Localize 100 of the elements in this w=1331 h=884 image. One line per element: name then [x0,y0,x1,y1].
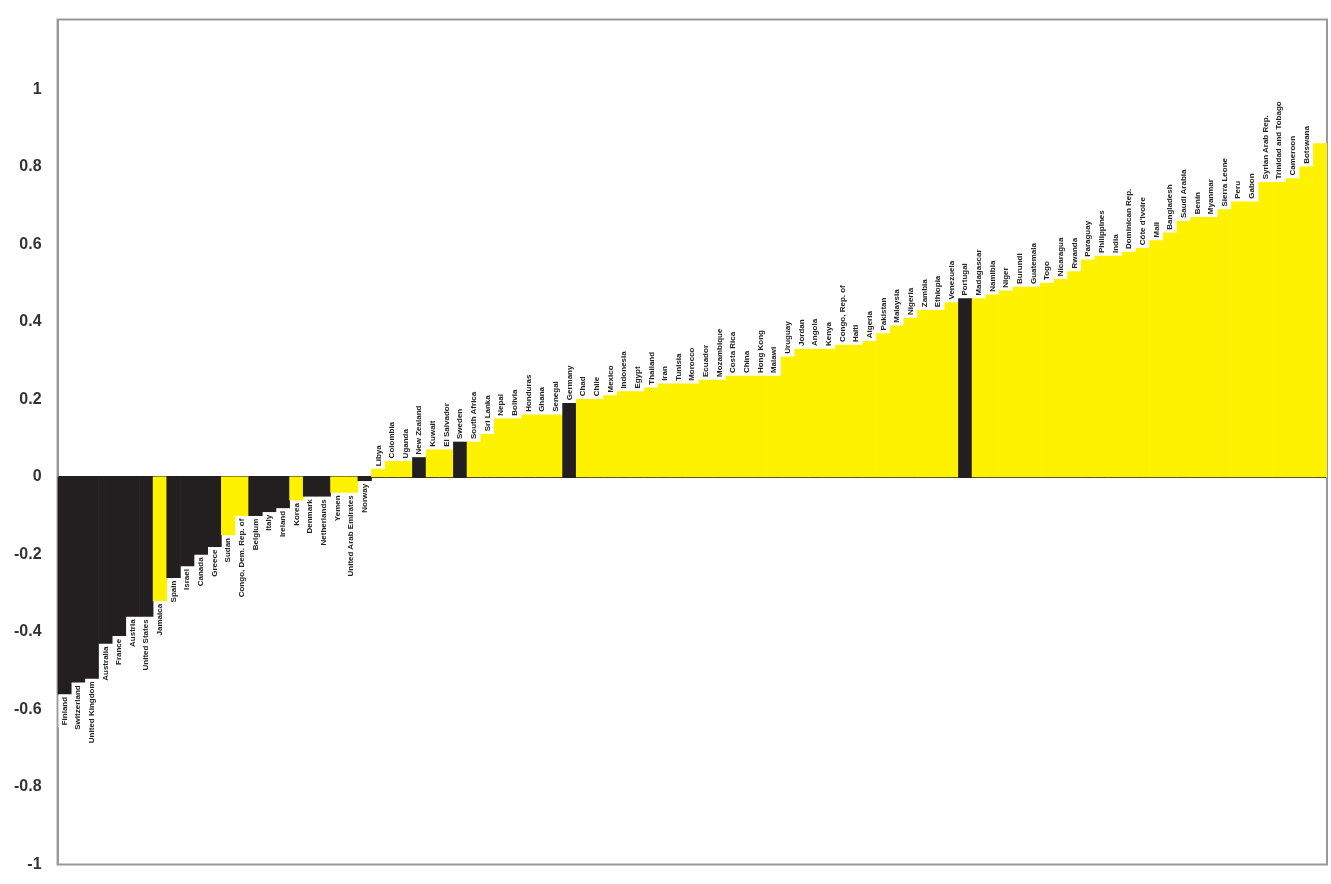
x-tick-label: Zambia [919,278,929,308]
x-tick-label: Malaysia [892,288,902,323]
x-tick-label: Canada [196,556,206,587]
x-tick-label: Philippines [1096,209,1106,253]
x-tick-label: Yemen [332,495,342,522]
x-tick-label: Dominican Rep. [1124,188,1134,250]
y-tick-label: 0.8 [19,157,42,175]
x-tick-label: Ireland [277,510,287,538]
x-tick-label: Switzerland [73,685,83,730]
y-tick-label: 0 [32,467,42,485]
x-tick-label: El Salvador [441,403,451,447]
x-tick-label: Bangladesh [1165,184,1175,230]
x-tick-label: United States [141,618,151,671]
x-tick-label: Kenya [823,321,833,346]
x-tick-label: Ecuador [701,344,711,377]
y-tick-label: -1 [27,854,42,872]
x-tick-label: Angola [810,318,820,346]
x-tick-label: Rwanda [1069,237,1079,269]
x-tick-label: Peru [1233,180,1243,199]
x-tick-label: Trinidad and Tobago [1274,101,1284,180]
y-tick-label: 0.4 [19,312,42,330]
x-tick-label: Saudi Arabia [1178,168,1188,219]
x-tick-label: Namibia [987,260,997,292]
x-tick-label: Togo [1042,261,1052,281]
x-tick-label: Haiti [851,324,861,343]
x-tick-label: Jordan [796,319,806,346]
y-tick-label: -0.2 [13,544,42,562]
x-tick-label: Myanmar [1206,179,1216,215]
x-tick-label: Ethiopia [933,275,943,308]
x-tick-label: Honduras [523,373,533,412]
x-tick-label: Netherlands [318,498,328,546]
x-tick-label: Mexico [605,365,615,393]
x-tick-label: United Arab Emirates [346,494,356,577]
x-tick-label: United Kingdom [86,681,96,744]
x-tick-label: Greece [209,549,219,577]
x-tick-label: Madagascar [974,249,984,296]
x-tick-label: Sweden [455,408,465,439]
x-tick-label: China [742,350,752,374]
x-tick-label: Denmark [305,498,315,534]
x-tick-label: Ghana [537,386,547,412]
y-tick-label: 1 [32,79,42,97]
x-tick-label: Uruguay [783,320,793,354]
x-tick-label: Sierra Leone [1219,157,1229,207]
y-tick-label: -0.6 [13,699,42,717]
x-tick-label: Uganda [400,428,410,459]
x-tick-label: Burundi [1015,253,1025,284]
x-tick-label: Mozambique [714,328,724,377]
x-tick-label: Nigeria [905,287,915,315]
x-tick-label: Australia [100,645,110,681]
x-tick-label: Sudan [223,537,233,563]
x-tick-label: Egypt [632,366,642,389]
y-tick-label: 0.2 [19,389,42,407]
x-tick-label: Thailand [646,351,656,385]
x-tick-label: Botswana [1301,125,1311,164]
x-tick-label: Morocco [687,347,697,381]
x-tick-label: Paraguay [1083,220,1093,257]
x-tick-label: Portugal [960,263,970,296]
x-tick-label: Chad [578,376,588,397]
x-tick-label: South Africa [469,391,479,439]
x-tick-label: Tunisia [673,352,683,381]
x-tick-label: Colombia [387,421,397,459]
x-tick-label: Iran [660,366,670,381]
x-tick-label: Gabon [1247,173,1257,199]
x-tick-label: Malawi [769,346,779,374]
x-tick-label: France [114,638,124,665]
x-tick-label: Israel [182,569,192,590]
x-tick-label: Bolivia [510,388,520,416]
x-tick-label: Jamaica [155,603,165,636]
x-tick-label: Nepal [496,393,506,416]
x-tick-label: Venezuela [946,260,956,300]
y-tick-label: 0.6 [19,234,42,252]
x-tick-label: Libya [373,444,383,467]
x-tick-label: Austria [127,618,137,647]
x-tick-label: Congo, Dem. Rep. of [237,518,247,598]
x-tick-label: Congo, Rep. of [837,284,847,343]
x-tick-label: Korea [291,502,301,526]
x-tick-label: Benin [1192,191,1202,215]
x-tick-label: Côte d'Ivoire [1137,196,1147,246]
x-tick-label: Pakistan [878,297,888,331]
x-tick-label: Norway [359,483,369,513]
x-tick-label: Algeria [864,310,874,339]
x-tick-label: Chile [591,376,601,397]
x-tick-label: Italy [264,514,274,531]
x-tick-label: Niger [1001,267,1011,288]
x-tick-label: Indonesia [619,350,629,389]
x-tick-label: New Zealand [414,405,424,455]
x-tick-label: Costa Rica [728,331,738,374]
x-tick-label: Syrian Arab Rep. [1260,115,1270,180]
x-tick-label: India [1110,233,1120,253]
y-tick-label: -0.4 [13,622,42,640]
x-tick-label: Germany [564,365,574,401]
x-tick-label: Hong Kong [755,329,765,374]
x-tick-label: Sri Lanka [482,394,492,432]
x-tick-label: Mali [1151,221,1161,238]
x-tick-label: Kuwait [428,420,438,447]
x-tick-label: Nicaragua [1056,237,1066,277]
x-tick-label: Senegal [550,381,560,412]
x-tick-label: Belgium [250,518,260,551]
y-tick-label: -0.8 [13,777,42,795]
x-tick-label: Guatemala [1028,242,1038,284]
